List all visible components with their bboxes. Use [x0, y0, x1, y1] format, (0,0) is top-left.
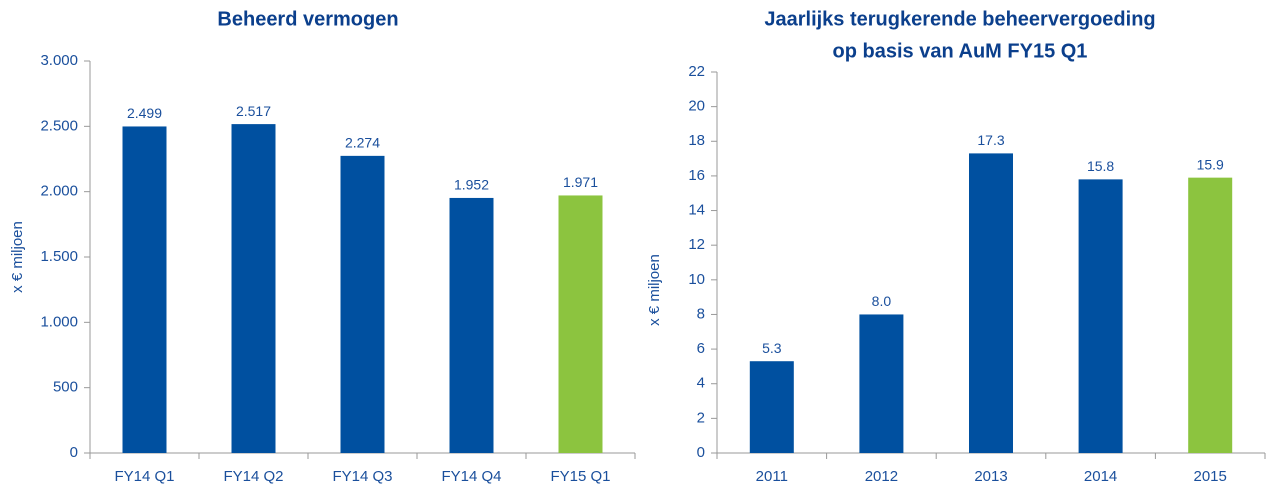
x-tick-label: 2015 [1194, 468, 1227, 485]
y-tick-label: 20 [688, 98, 705, 115]
bar [558, 195, 603, 453]
x-tick-label: 2012 [865, 468, 898, 485]
x-tick-label: FY14 Q4 [441, 468, 501, 485]
bar [969, 153, 1013, 454]
x-tick-label: FY14 Q1 [114, 468, 174, 485]
y-tick-label: 16 [688, 167, 705, 184]
y-tick-label: 0 [697, 444, 705, 461]
x-tick-label: FY14 Q3 [332, 468, 392, 485]
x-tick-label: FY15 Q1 [550, 468, 610, 485]
y-tick-label: 22 [688, 63, 705, 80]
y-tick-label: 12 [688, 236, 705, 253]
value-label: 1.971 [563, 174, 598, 190]
value-label: 15.9 [1197, 156, 1224, 172]
y-axis-label: x € miljoen [646, 254, 663, 326]
y-tick-label: 2 [697, 409, 705, 426]
value-label: 2.274 [345, 135, 380, 151]
value-label: 5.3 [762, 340, 782, 356]
bar [231, 124, 276, 453]
y-tick-label: 1.500 [40, 248, 78, 265]
bar [859, 314, 904, 453]
value-label: 17.3 [977, 132, 1004, 148]
value-label: 1.952 [454, 177, 489, 193]
y-tick-label: 14 [688, 202, 705, 219]
x-tick-label: 2011 [756, 468, 788, 485]
y-tick-label: 4 [697, 375, 705, 392]
y-tick-label: 6 [697, 340, 705, 357]
bar [449, 197, 494, 453]
x-tick-label: 2013 [974, 468, 1007, 485]
y-tick-label: 10 [688, 271, 705, 288]
bar [340, 155, 385, 453]
value-label: 2.517 [236, 103, 271, 119]
value-label: 2.499 [127, 105, 162, 121]
y-tick-label: 3.000 [40, 52, 78, 69]
y-tick-label: 500 [53, 379, 78, 396]
x-tick-label: 2014 [1084, 468, 1117, 485]
value-label: 15.8 [1087, 158, 1114, 174]
y-tick-label: 8 [697, 305, 705, 322]
y-tick-label: 1.000 [40, 313, 78, 330]
chart-title: Jaarlijks terugkerende beheervergoeding [764, 8, 1155, 30]
y-tick-label: 2.000 [40, 183, 78, 200]
chart-title: Beheerd vermogen [217, 8, 398, 30]
y-tick-label: 2.500 [40, 117, 78, 134]
bar [1078, 179, 1123, 453]
value-label: 8.0 [872, 293, 892, 309]
y-tick-label: 0 [70, 444, 78, 461]
bar [1188, 177, 1233, 453]
bar [122, 126, 167, 454]
y-axis-label: x € miljoen [9, 221, 26, 293]
x-tick-label: FY14 Q2 [223, 468, 283, 485]
y-tick-label: 18 [688, 132, 705, 149]
chart-title: op basis van AuM FY15 Q1 [833, 40, 1088, 62]
bar [749, 361, 794, 453]
